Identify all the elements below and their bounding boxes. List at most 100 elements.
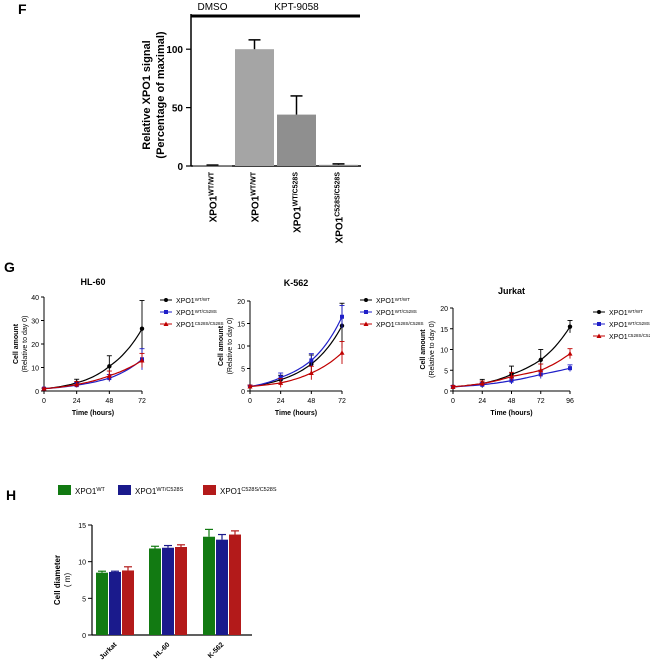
g1-legend-label-sup: WT/WT xyxy=(395,297,410,302)
g2-ylabel-2: (Relative to day 0) xyxy=(429,321,436,378)
g2-legend-marker xyxy=(596,333,602,338)
g1-y-tick-label: 10 xyxy=(237,344,245,351)
h-legend-label: XPO1C528S/C528S xyxy=(220,487,277,496)
f-bar xyxy=(193,165,232,167)
g0-y-tick-label: 20 xyxy=(31,342,39,349)
g0-y-tick-label: 30 xyxy=(31,319,39,326)
panel-label-h: H xyxy=(6,487,16,503)
g1-point xyxy=(278,380,284,385)
g2-y-tick-label: 20 xyxy=(440,306,448,313)
h-bar xyxy=(229,534,241,635)
g1-legend-label-base: XPO1 xyxy=(376,310,395,317)
g1-point xyxy=(339,350,345,355)
g1-point xyxy=(309,358,314,363)
f-category-label: XPO1WT/WT xyxy=(208,171,220,222)
g2-title: Jurkat xyxy=(498,286,525,296)
g2-point xyxy=(538,367,544,373)
g1-y-tick-label: 20 xyxy=(237,299,245,306)
g0-legend-label-base: XPO1 xyxy=(176,322,195,329)
g0-legend-label: XPO1WT/WT xyxy=(176,297,210,306)
g1-y-tick-label: 15 xyxy=(237,322,245,329)
g1-legend-marker xyxy=(364,298,368,302)
h-bar xyxy=(149,548,161,635)
g1-point xyxy=(308,370,314,375)
h-legend-label-base: XPO1 xyxy=(135,487,157,496)
g0-legend-label-sup: WT/C528S xyxy=(195,309,217,314)
f-y-tick-label: 100 xyxy=(166,45,183,56)
f-treatment-label: DMSO xyxy=(198,2,228,13)
h-legend-swatch xyxy=(118,485,131,495)
g0-line-0 xyxy=(43,328,143,390)
g2-legend-label: XPO1C528S/C528S xyxy=(609,333,650,342)
g1-y-tick-label: 0 xyxy=(241,389,245,396)
h-legend-label-sup: C528S/C528S xyxy=(241,487,276,493)
g2-x-tick-label: 0 xyxy=(451,398,455,405)
g2-x-tick-label: 24 xyxy=(478,398,486,405)
f-category-label-sup: WT/WT xyxy=(250,171,257,195)
g0-legend-marker xyxy=(163,321,169,326)
g2-legend-label-sup: WT/WT xyxy=(628,309,643,314)
g1-y-tick-label: 5 xyxy=(241,367,245,374)
g0-line-1 xyxy=(43,358,143,390)
g0-point xyxy=(139,326,145,331)
g2-legend-label-base: XPO1 xyxy=(609,322,628,329)
g0-point xyxy=(106,373,112,378)
g2-xlabel: Time (hours) xyxy=(490,410,532,417)
g0-x-tick-label: 72 xyxy=(138,398,146,405)
h-legend-label-base: XPO1 xyxy=(75,487,97,496)
g2-legend-label-sup: C528S/C528S xyxy=(628,333,650,338)
h-y-tick-label: 15 xyxy=(78,523,86,530)
f-category-label-base: XPO1 xyxy=(209,195,220,222)
g1-ylabel-2: (Relative to day 0) xyxy=(227,318,234,375)
g1-line-2 xyxy=(249,352,343,388)
f-category-label: XPO1WT/C528S xyxy=(292,172,304,233)
g2-x-tick-label: 96 xyxy=(566,398,574,405)
g2-y-tick-label: 0 xyxy=(444,389,448,396)
g1-xlabel: Time (hours) xyxy=(275,410,317,417)
g0-x-tick-label: 24 xyxy=(73,398,81,405)
f-category-label-base: XPO1 xyxy=(335,216,346,243)
g1-x-tick-label: 0 xyxy=(248,398,252,405)
h-legend-label-sup: WT xyxy=(96,487,105,493)
g2-y-tick-label: 15 xyxy=(440,327,448,334)
f-y-tick-label: 0 xyxy=(177,162,183,173)
g2-x-tick-label: 48 xyxy=(508,398,516,405)
g2-legend-label-sup: WT/C528S xyxy=(628,321,650,326)
g1-x-tick-label: 72 xyxy=(338,398,346,405)
f-bar xyxy=(277,114,316,166)
g0-y-tick-label: 40 xyxy=(31,295,39,302)
g0-point xyxy=(41,386,47,391)
g2-ylabel: Cell amount xyxy=(420,329,427,370)
g0-x-tick-label: 0 xyxy=(42,398,46,405)
h-legend-swatch xyxy=(203,485,216,495)
g0-point xyxy=(74,381,80,387)
g1-legend-marker xyxy=(364,310,368,314)
g1-legend-label-sup: WT/C528S xyxy=(395,309,417,314)
g1-legend-label-base: XPO1 xyxy=(376,322,395,329)
h-ylabel: Cell diameter xyxy=(53,555,62,605)
h-y-tick-label: 0 xyxy=(82,633,86,640)
h-bar xyxy=(109,571,121,635)
g0-legend-marker xyxy=(164,298,168,302)
h-category-label: Jurkat xyxy=(99,641,119,661)
h-category-label: HL-60 xyxy=(153,641,172,660)
g0-xlabel: Time (hours) xyxy=(72,410,114,417)
g2-y-tick-label: 5 xyxy=(444,368,448,375)
h-legend-label: XPO1WT xyxy=(75,487,106,496)
f-category-label-base: XPO1 xyxy=(251,195,262,222)
h-bar xyxy=(96,572,108,635)
f-bar xyxy=(319,164,358,166)
g1-x-tick-label: 48 xyxy=(307,398,315,405)
g2-point xyxy=(567,324,573,329)
g2-x-tick-label: 72 xyxy=(537,398,545,405)
h-legend-swatch xyxy=(58,485,71,495)
g0-y-tick-label: 10 xyxy=(31,366,39,373)
h-category-label: K-562 xyxy=(207,641,226,660)
g1-legend-label: XPO1WT/WT xyxy=(376,297,410,306)
g0-legend-label-sup: C528S/C528S xyxy=(195,321,224,326)
h-legend-label-base: XPO1 xyxy=(220,487,242,496)
g0-ylabel: Cell amount xyxy=(13,323,20,364)
g2-point xyxy=(479,380,485,386)
g2-legend-label: XPO1WT/WT xyxy=(609,309,643,318)
